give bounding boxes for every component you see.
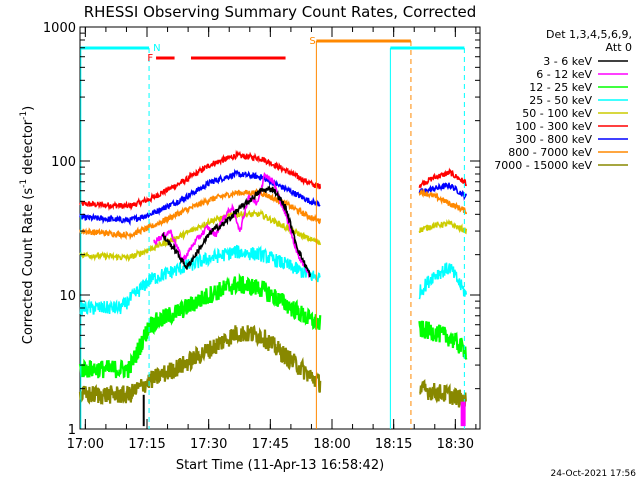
- x-tick-label-6: 18:30: [437, 437, 474, 452]
- y-tick-label-10: 10: [59, 289, 76, 304]
- legend-label-5: 100 - 300 keV: [515, 120, 592, 133]
- y-axis-label-sup-1: -1: [19, 179, 29, 188]
- plot-frame: [79, 26, 481, 430]
- series-line-4-seg-1: [418, 262, 468, 300]
- y-tick-label-1000: 1000: [43, 21, 76, 36]
- y-axis-label-sup-2: -1: [19, 111, 29, 120]
- footer-date: 24-Oct-2021 17:56: [551, 469, 637, 479]
- series-line-5-seg-1: [418, 320, 468, 360]
- series-line-6-seg-1: [419, 378, 467, 410]
- series-line-5-seg-0: [78, 272, 322, 379]
- y-axis-label: Corrected Count Rate (s-1 detector-1): [19, 106, 36, 344]
- series-line-1-seg-0: [79, 168, 321, 226]
- y-axis-label-part-1: Corrected Count Rate (s: [21, 188, 36, 345]
- x-tick-label-0: 17:00: [67, 437, 104, 452]
- y-axis-label-part-3: ): [21, 106, 36, 111]
- detector-info-line-2: Att 0: [606, 41, 632, 54]
- x-tick-label-2: 17:30: [190, 437, 227, 452]
- y-axis-label-part-2: detector: [21, 119, 36, 179]
- x-tick-label-3: 17:45: [252, 437, 289, 452]
- x-tick-label-4: 18:00: [313, 437, 350, 452]
- legend-label-0: 3 - 6 keV: [543, 55, 592, 68]
- series-line-4-seg-0: [79, 244, 321, 315]
- series-line-2-seg-1: [418, 188, 468, 215]
- axis-layer: 1 10 100 1000 17:00 17:15 17:30 17:45 18:00 18:15…: [43, 21, 480, 452]
- legend-label-2: 12 - 25 keV: [529, 81, 592, 94]
- chart-title: RHESSI Observing Summary Count Rates, Co…: [84, 3, 477, 21]
- series-line-3-seg-0: [79, 208, 321, 263]
- x-tick-label-1: 17:15: [128, 437, 165, 452]
- legend-label-1: 6 - 12 keV: [536, 68, 592, 81]
- y-tick-label-100: 100: [51, 155, 76, 170]
- plot-layer: NF S: [78, 36, 468, 429]
- series-line-8-seg-0: [161, 184, 311, 278]
- series-line-3-seg-1: [418, 218, 468, 235]
- series-line-0-seg-0: [79, 149, 321, 211]
- series-line-0-seg-1: [418, 167, 468, 189]
- x-axis-label: Start Time (11-Apr-13 16:58:42): [176, 458, 384, 473]
- series-line-7-seg-0: [153, 172, 311, 279]
- x-tick-label-5: 18:15: [375, 437, 412, 452]
- flag-label-s: S: [309, 36, 315, 47]
- flag-label-f: F: [147, 53, 153, 64]
- legend-label-7: 800 - 7000 keV: [508, 146, 592, 159]
- legend-label-4: 50 - 100 keV: [522, 107, 592, 120]
- legend-label-8: 7000 - 15000 keV: [494, 159, 592, 172]
- y-tick-label-1: 1: [68, 423, 76, 438]
- legend-label-6: 300 - 800 keV: [515, 133, 592, 146]
- legend-label-3: 25 - 50 keV: [529, 94, 592, 107]
- series-line-6-seg-0: [78, 324, 322, 405]
- flag-label-n: N: [153, 43, 160, 54]
- detector-info-line-1: Det 1,3,4,5,6,9,: [546, 28, 632, 41]
